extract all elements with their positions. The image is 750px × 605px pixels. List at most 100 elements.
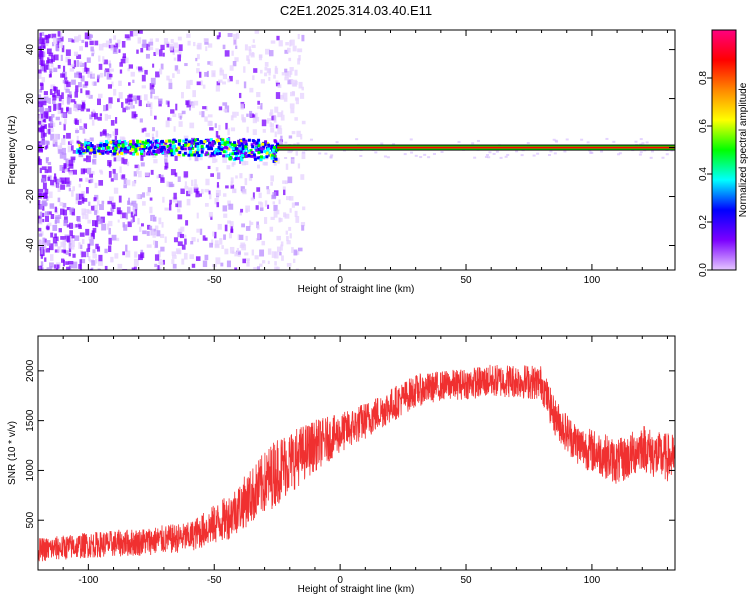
heatmap-cell	[244, 161, 249, 166]
top-x-tick-label: -50	[207, 275, 222, 286]
heatmap-cell	[162, 146, 166, 150]
top-x-tick-label: 0	[337, 275, 343, 286]
heatmap-cell	[42, 100, 47, 106]
heatmap-cell	[209, 138, 213, 142]
heatmap-cell	[107, 200, 112, 205]
heatmap-cell	[164, 152, 169, 158]
heatmap-cell	[178, 150, 182, 154]
heatmap-cell	[218, 106, 223, 111]
heatmap-cell	[264, 200, 268, 207]
heatmap-cell	[104, 143, 108, 147]
heatmap-cell	[39, 167, 42, 174]
heatmap-cell	[65, 177, 70, 184]
heatmap-cell	[268, 68, 271, 76]
heatmap-cell	[174, 172, 178, 177]
heatmap-cell	[63, 118, 67, 125]
heatmap-cell	[114, 128, 119, 136]
heatmap-cell	[63, 153, 67, 161]
heatmap-cell	[81, 251, 87, 258]
heatmap-cell	[191, 179, 194, 187]
heatmap-cell	[112, 149, 116, 153]
heatmap-cell	[150, 228, 154, 236]
heatmap-cell	[281, 255, 284, 261]
heatmap-cell	[285, 163, 289, 170]
heatmap-cell	[38, 101, 43, 108]
heatmap-cell	[189, 144, 193, 148]
heatmap-cell	[234, 57, 239, 62]
heatmap-cell	[293, 258, 296, 263]
heatmap-cell	[60, 41, 63, 48]
heatmap-cell	[161, 147, 165, 151]
heatmap-cell	[196, 81, 202, 86]
heatmap-cell	[212, 231, 215, 237]
heatmap-cell	[41, 267, 44, 270]
heatmap-cell	[145, 53, 150, 59]
heatmap-cell	[233, 141, 237, 145]
heatmap-cell	[74, 36, 79, 43]
heatmap-cell	[302, 151, 306, 154]
heatmap-cell	[140, 249, 144, 255]
heatmap-cell	[41, 212, 45, 217]
heatmap-cell	[62, 259, 65, 267]
heatmap-cell	[247, 153, 251, 157]
heatmap-cell	[48, 116, 53, 122]
heatmap-cell	[113, 35, 117, 40]
heatmap-cell	[261, 142, 265, 146]
heatmap-cell	[97, 146, 101, 150]
heatmap-cell	[77, 149, 81, 153]
heatmap-cell	[242, 188, 247, 195]
bottom-y-tick-label: 1500	[25, 409, 36, 432]
heatmap-cell	[244, 44, 248, 51]
heatmap-cell	[271, 115, 276, 121]
heatmap-cell	[252, 151, 256, 155]
heatmap-cell	[383, 155, 387, 158]
heatmap-cell	[40, 196, 45, 200]
heatmap-cell	[259, 155, 263, 159]
heatmap-cell	[92, 253, 97, 259]
heatmap-cell	[224, 145, 228, 149]
heatmap-cell	[47, 211, 52, 215]
heatmap-cell	[485, 154, 489, 157]
heatmap-cell	[51, 42, 55, 47]
heatmap-cell	[127, 221, 132, 228]
heatmap-cell	[257, 100, 260, 105]
heatmap-cell	[329, 155, 333, 158]
heatmap-cell	[66, 107, 69, 113]
heatmap-cell	[44, 145, 48, 150]
heatmap-cell	[110, 256, 114, 263]
heatmap-cell	[68, 38, 73, 43]
heatmap-cell	[235, 45, 238, 50]
heatmap-cell	[114, 141, 118, 145]
heatmap-cell	[251, 139, 255, 143]
heatmap-cell	[58, 181, 63, 185]
heatmap-cell	[70, 99, 76, 103]
heatmap-cell	[291, 130, 296, 135]
heatmap-cell	[216, 172, 221, 180]
heatmap-cell	[85, 228, 90, 236]
heatmap-cell	[88, 94, 93, 99]
heatmap-cell	[216, 35, 220, 40]
heatmap-cell	[195, 138, 199, 142]
heatmap-cell	[183, 135, 189, 140]
heatmap-cell	[140, 149, 144, 153]
heatmap-cell	[98, 63, 103, 70]
heatmap-cell	[120, 214, 123, 219]
heatmap-cell	[39, 48, 42, 56]
heatmap-cell	[202, 235, 206, 241]
heatmap-cell	[142, 39, 147, 47]
heatmap-cell	[52, 224, 58, 231]
heatmap-cell	[146, 43, 151, 51]
heatmap-cell	[256, 156, 260, 160]
heatmap-cell	[177, 153, 181, 157]
heatmap-cell	[91, 267, 94, 270]
heatmap-cell	[87, 142, 91, 146]
heatmap-cell	[135, 144, 139, 148]
heatmap-cell	[80, 88, 83, 94]
heatmap-cell	[212, 153, 216, 157]
heatmap-cell	[252, 129, 257, 136]
heatmap-cell	[229, 221, 234, 228]
heatmap-cell	[152, 136, 155, 144]
heatmap-cell	[253, 157, 257, 161]
heatmap-cell	[240, 151, 244, 155]
heatmap-cell	[199, 140, 203, 144]
